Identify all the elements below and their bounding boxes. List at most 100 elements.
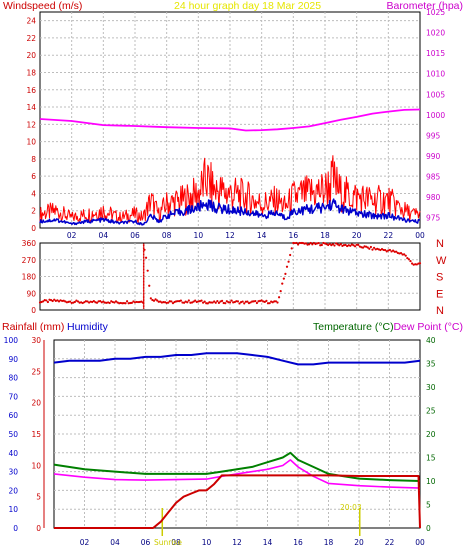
direction-point [368, 247, 371, 250]
direction-point [361, 246, 365, 249]
direction-point [281, 282, 284, 285]
low-time-tick-label: 14 [263, 538, 273, 547]
direction-transition-point [142, 305, 145, 308]
direction-point [57, 300, 61, 303]
direction-transition-point [142, 301, 145, 303]
direction-transition-point [142, 262, 145, 265]
direction-point [45, 299, 48, 302]
windspeed-tick-label: 22 [26, 34, 36, 43]
direction-point [406, 257, 409, 260]
direction-point [92, 299, 95, 303]
direction-transition-point [142, 280, 145, 283]
direction-point [393, 250, 396, 253]
barometer-tick-label: 985 [426, 173, 441, 182]
direction-point [334, 242, 338, 245]
direction-point [404, 254, 407, 257]
direction-point [311, 243, 314, 246]
barometer-tick-label: 990 [426, 152, 441, 161]
compass-label: E [436, 288, 443, 300]
direction-point [401, 253, 404, 256]
windspeed-tick-label: 24 [26, 17, 36, 26]
chart-title: 24 hour graph day 18 Mar 2025 [174, 0, 321, 12]
direction-point [357, 243, 360, 246]
direction-transition-point [142, 276, 145, 278]
direction-point [409, 259, 412, 263]
direction-point [298, 241, 301, 245]
humidity-tick-label: 0 [13, 524, 18, 533]
windspeed-tick-label: 16 [26, 86, 36, 95]
wind-time-tick-label: 20 [352, 231, 362, 240]
wind-time-tick-label: 02 [67, 231, 77, 240]
barometer-tick-label: 1000 [426, 111, 445, 120]
direction-point [113, 301, 116, 304]
humidity-line [53, 352, 421, 366]
compass-label: N [436, 305, 444, 317]
direction-transition-point [142, 282, 145, 284]
direction-point [371, 248, 374, 251]
direction-transition-point [142, 252, 145, 254]
direction-point [296, 243, 300, 246]
direction-point [214, 301, 217, 304]
dewpoint-axis-label: Dew Point (°C) [393, 321, 463, 333]
wind-time-tick-label: 22 [384, 231, 394, 240]
direction-point [344, 243, 347, 247]
direction-transition-point [142, 307, 145, 309]
direction-transition-point [142, 246, 145, 248]
direction-point [217, 301, 221, 304]
direction-point [249, 301, 252, 304]
direction-point [179, 299, 183, 302]
direction-transition-point [142, 298, 145, 301]
direction-point [331, 243, 335, 246]
temperature-tick-label: 5 [426, 501, 431, 510]
direction-point [137, 300, 140, 304]
direction-point [225, 300, 228, 303]
direction-point [407, 258, 411, 261]
direction-point [339, 242, 342, 246]
barometer-tick-label: 1015 [426, 49, 445, 58]
wind-time-tick-label: 06 [130, 231, 140, 240]
direction-transition-point [142, 264, 145, 266]
low-time-tick-label: 22 [385, 538, 395, 547]
windspeed-tick-label: 2 [31, 207, 36, 216]
barometer-tick-label: 995 [426, 131, 441, 140]
low-time-tick-label: 00 [415, 538, 425, 547]
direction-point [277, 296, 281, 299]
direction-transition-point [142, 274, 145, 277]
direction-point [201, 301, 205, 304]
direction-point [290, 247, 293, 250]
direction-point [338, 244, 341, 247]
direction-point [382, 248, 385, 252]
direction-point [293, 241, 297, 245]
windspeed-tick-label: 6 [31, 172, 36, 181]
direction-point [83, 301, 86, 304]
temperature-tick-label: 30 [426, 383, 436, 392]
barometer-line [39, 108, 421, 132]
direction-tick-label: 180 [22, 273, 37, 282]
direction-transition-point [142, 267, 145, 269]
direction-point [327, 243, 330, 247]
sunset-label: 20:03 [340, 503, 362, 512]
direction-point [213, 300, 216, 303]
barometer-tick-label: 1005 [426, 90, 445, 99]
wind-time-tick-label: 14 [257, 231, 267, 240]
humidity-axis-label: Humidity [67, 321, 109, 333]
low-time-tick-label: 10 [202, 538, 212, 547]
wind-time-tick-label: 00 [415, 231, 425, 240]
direction-point [369, 245, 373, 249]
low-time-tick-label: 02 [80, 538, 90, 547]
direction-point [366, 246, 369, 249]
direction-point [130, 301, 133, 305]
direction-transition-point [142, 247, 145, 250]
windspeed-tick-label: 4 [31, 189, 36, 198]
humidity-tick-label: 20 [8, 486, 18, 495]
direction-point [211, 301, 214, 304]
direction-point [227, 301, 230, 304]
direction-point [255, 301, 259, 305]
dewpoint-line [53, 459, 421, 489]
direction-transition-point [142, 283, 145, 286]
low-time-tick-label: 12 [232, 538, 242, 547]
direction-point [295, 241, 298, 245]
rainfall-tick-label: 5 [36, 493, 41, 502]
wind-time-tick-label: 16 [289, 231, 299, 240]
